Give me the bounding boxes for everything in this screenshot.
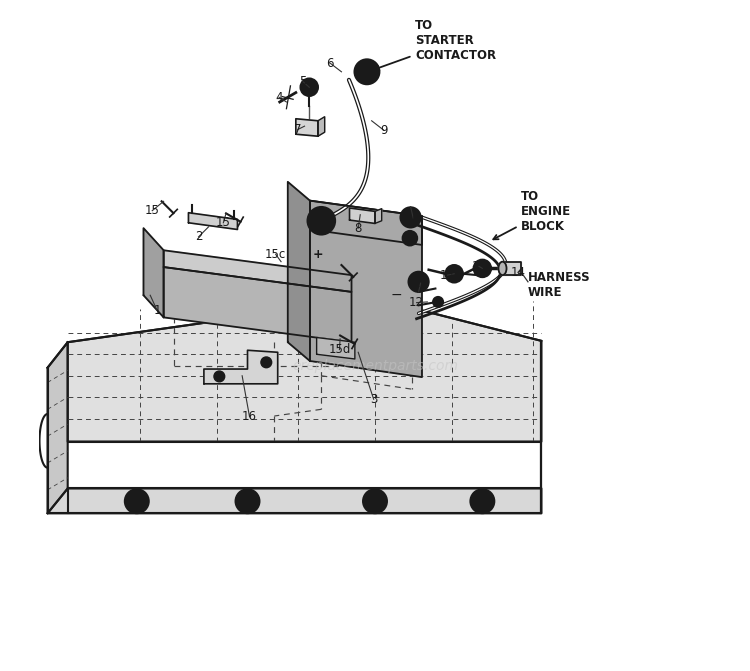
Text: 10: 10 bbox=[406, 211, 421, 225]
Text: 7: 7 bbox=[294, 123, 302, 136]
Polygon shape bbox=[47, 342, 68, 513]
Circle shape bbox=[124, 489, 148, 513]
Ellipse shape bbox=[499, 262, 506, 275]
Polygon shape bbox=[204, 350, 278, 384]
Polygon shape bbox=[143, 228, 164, 317]
Text: 2: 2 bbox=[195, 230, 202, 244]
Circle shape bbox=[317, 219, 326, 227]
Circle shape bbox=[409, 272, 429, 292]
Circle shape bbox=[432, 296, 444, 308]
Polygon shape bbox=[188, 213, 238, 229]
Circle shape bbox=[470, 489, 494, 513]
Text: 4: 4 bbox=[275, 91, 283, 104]
Circle shape bbox=[403, 231, 417, 246]
Text: 5: 5 bbox=[299, 75, 307, 89]
Circle shape bbox=[301, 79, 318, 96]
Text: 12: 12 bbox=[409, 296, 424, 309]
Circle shape bbox=[214, 371, 225, 382]
Circle shape bbox=[450, 270, 458, 278]
Circle shape bbox=[305, 83, 314, 91]
Polygon shape bbox=[47, 488, 542, 513]
Text: −: − bbox=[391, 288, 402, 301]
Polygon shape bbox=[164, 250, 352, 292]
Text: 13: 13 bbox=[440, 268, 455, 282]
Text: 8: 8 bbox=[355, 221, 362, 235]
Text: 11: 11 bbox=[413, 276, 428, 290]
Circle shape bbox=[236, 489, 260, 513]
Polygon shape bbox=[375, 209, 382, 223]
Circle shape bbox=[406, 213, 415, 221]
Text: 16: 16 bbox=[242, 410, 257, 423]
Polygon shape bbox=[316, 338, 355, 359]
Polygon shape bbox=[296, 119, 318, 136]
Circle shape bbox=[355, 60, 379, 84]
Polygon shape bbox=[164, 267, 352, 342]
Circle shape bbox=[363, 489, 387, 513]
Polygon shape bbox=[310, 201, 422, 245]
Circle shape bbox=[415, 278, 423, 286]
Text: 14: 14 bbox=[511, 266, 526, 279]
Text: 15c: 15c bbox=[265, 248, 286, 261]
Circle shape bbox=[446, 265, 463, 282]
Text: 6: 6 bbox=[326, 56, 334, 70]
Text: 15: 15 bbox=[145, 204, 160, 217]
Polygon shape bbox=[68, 299, 542, 442]
Circle shape bbox=[261, 357, 272, 368]
Text: 1: 1 bbox=[153, 303, 160, 317]
Polygon shape bbox=[503, 262, 521, 275]
Circle shape bbox=[400, 207, 421, 227]
Circle shape bbox=[474, 260, 491, 277]
Text: 15: 15 bbox=[216, 216, 231, 229]
Circle shape bbox=[362, 67, 372, 76]
Text: TO
ENGINE
BLOCK: TO ENGINE BLOCK bbox=[494, 190, 572, 240]
Text: 9: 9 bbox=[380, 123, 388, 137]
Text: 13: 13 bbox=[472, 260, 487, 273]
Text: HARNESS
WIRE: HARNESS WIRE bbox=[528, 271, 590, 299]
Text: TO
STARTER
CONTACTOR: TO STARTER CONTACTOR bbox=[374, 19, 496, 70]
Text: +: + bbox=[313, 248, 323, 261]
Circle shape bbox=[313, 214, 330, 231]
Circle shape bbox=[308, 207, 334, 234]
Polygon shape bbox=[350, 208, 375, 223]
Polygon shape bbox=[288, 182, 310, 361]
Circle shape bbox=[478, 264, 487, 272]
Text: 15d: 15d bbox=[328, 343, 350, 356]
Circle shape bbox=[406, 235, 413, 242]
Polygon shape bbox=[318, 117, 325, 136]
Text: ereplacementparts.com: ereplacementparts.com bbox=[292, 359, 458, 372]
Circle shape bbox=[316, 215, 327, 226]
Polygon shape bbox=[310, 201, 422, 377]
Text: 3: 3 bbox=[370, 393, 377, 406]
